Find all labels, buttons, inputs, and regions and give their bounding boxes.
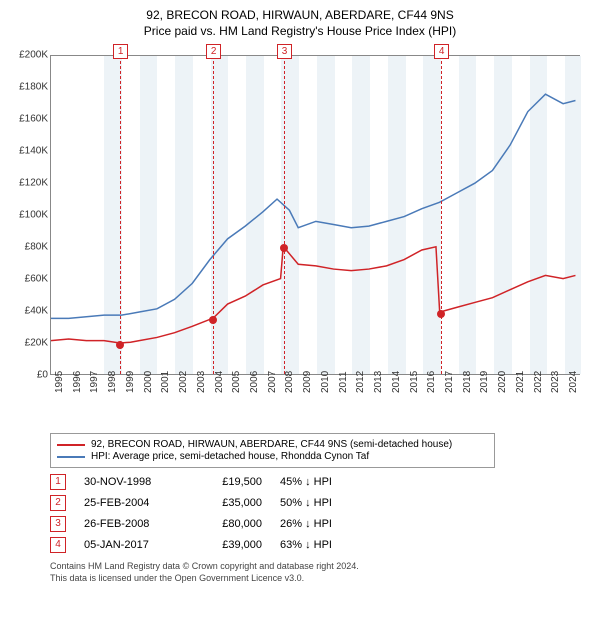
sale-date: 30-NOV-1998 (84, 476, 184, 488)
sale-point (280, 244, 288, 252)
legend-label-1: 92, BRECON ROAD, HIRWAUN, ABERDARE, CF44… (91, 439, 452, 450)
sale-number-box: 3 (50, 516, 66, 532)
x-axis-label: 2017 (444, 371, 455, 393)
x-axis-label: 2009 (302, 371, 313, 393)
y-axis-label: £200K (19, 50, 48, 61)
x-axis-label: 2005 (231, 371, 242, 393)
sale-pct: 63% ↓ HPI (280, 539, 380, 551)
sale-point (209, 316, 217, 324)
sale-point (116, 341, 124, 349)
x-axis-label: 2015 (409, 371, 420, 393)
x-axis-label: 2022 (533, 371, 544, 393)
x-axis-label: 2011 (338, 372, 349, 394)
x-axis-label: 2007 (267, 371, 278, 393)
sale-row: 4 05-JAN-2017 £39,000 63% ↓ HPI (50, 537, 590, 553)
footer-line1: Contains HM Land Registry data © Crown c… (50, 561, 590, 573)
y-axis-label: £0 (37, 370, 48, 381)
x-axis-label: 1999 (125, 371, 136, 393)
y-axis-label: £180K (19, 82, 48, 93)
x-axis-label: 1995 (54, 371, 65, 393)
x-axis-label: 1998 (107, 371, 118, 393)
legend-label-2: HPI: Average price, semi-detached house,… (91, 451, 369, 462)
x-axis-label: 2002 (178, 371, 189, 393)
y-axis-label: £40K (25, 306, 48, 317)
x-axis-label: 2006 (249, 371, 260, 393)
sale-point (437, 310, 445, 318)
y-axis-label: £100K (19, 210, 48, 221)
x-axis-label: 2020 (497, 371, 508, 393)
x-axis-label: 2016 (426, 371, 437, 393)
x-axis-label: 1997 (89, 371, 100, 393)
x-axis-label: 2010 (320, 371, 331, 393)
y-axis-label: £20K (25, 338, 48, 349)
x-axis-label: 2001 (160, 371, 171, 393)
x-axis-label: 2021 (515, 371, 526, 393)
sale-marker-box: 3 (277, 44, 292, 59)
y-axis-label: £140K (19, 146, 48, 157)
footer: Contains HM Land Registry data © Crown c… (50, 561, 590, 584)
sale-marker-box: 2 (206, 44, 221, 59)
y-axis-label: £120K (19, 178, 48, 189)
sale-number-box: 1 (50, 474, 66, 490)
sale-number-box: 4 (50, 537, 66, 553)
x-axis-label: 2018 (462, 371, 473, 393)
x-axis-label: 2004 (214, 371, 225, 393)
sale-row: 2 25-FEB-2004 £35,000 50% ↓ HPI (50, 495, 590, 511)
legend-item-property: 92, BRECON ROAD, HIRWAUN, ABERDARE, CF44… (57, 439, 488, 450)
line-layer (51, 56, 579, 374)
title-line1: 92, BRECON ROAD, HIRWAUN, ABERDARE, CF44… (10, 8, 590, 24)
legend: 92, BRECON ROAD, HIRWAUN, ABERDARE, CF44… (50, 433, 495, 468)
sale-number-box: 2 (50, 495, 66, 511)
legend-swatch-blue (57, 456, 85, 458)
sale-pct: 26% ↓ HPI (280, 518, 380, 530)
sale-price: £19,500 (202, 476, 262, 488)
sale-marker-box: 4 (434, 44, 449, 59)
y-axis-label: £80K (25, 242, 48, 253)
x-axis-label: 2023 (550, 371, 561, 393)
sale-marker-box: 1 (113, 44, 128, 59)
sale-marker-line (213, 56, 214, 374)
legend-swatch-red (57, 444, 85, 446)
sale-pct: 45% ↓ HPI (280, 476, 380, 488)
x-axis-label: 2008 (284, 371, 295, 393)
sale-marker-line (284, 56, 285, 374)
y-axis-label: £160K (19, 114, 48, 125)
x-axis-label: 2019 (479, 371, 490, 393)
sale-date: 05-JAN-2017 (84, 539, 184, 551)
x-axis-label: 2003 (196, 371, 207, 393)
legend-item-hpi: HPI: Average price, semi-detached house,… (57, 451, 488, 462)
sale-date: 25-FEB-2004 (84, 497, 184, 509)
chart: 1234 £0£20K£40K£60K£80K£100K£120K£140K£1… (10, 45, 590, 425)
sale-marker-line (120, 56, 121, 374)
x-axis-label: 2013 (373, 371, 384, 393)
sale-price: £80,000 (202, 518, 262, 530)
x-axis-label: 1996 (72, 371, 83, 393)
x-axis-label: 2024 (568, 371, 579, 393)
chart-title: 92, BRECON ROAD, HIRWAUN, ABERDARE, CF44… (10, 8, 590, 39)
sale-table: 1 30-NOV-1998 £19,500 45% ↓ HPI 2 25-FEB-2004… (50, 474, 590, 553)
title-line2: Price paid vs. HM Land Registry's House … (10, 24, 590, 40)
x-axis-label: 2014 (391, 371, 402, 393)
sale-marker-line (441, 56, 442, 374)
sale-row: 1 30-NOV-1998 £19,500 45% ↓ HPI (50, 474, 590, 490)
x-axis-label: 2000 (143, 371, 154, 393)
sale-price: £39,000 (202, 539, 262, 551)
sale-price: £35,000 (202, 497, 262, 509)
footer-line2: This data is licensed under the Open Gov… (50, 573, 590, 585)
plot-area: 1234 (50, 55, 580, 375)
sale-date: 26-FEB-2008 (84, 518, 184, 530)
sale-pct: 50% ↓ HPI (280, 497, 380, 509)
sale-row: 3 26-FEB-2008 £80,000 26% ↓ HPI (50, 516, 590, 532)
x-axis-label: 2012 (355, 371, 366, 393)
y-axis-label: £60K (25, 274, 48, 285)
